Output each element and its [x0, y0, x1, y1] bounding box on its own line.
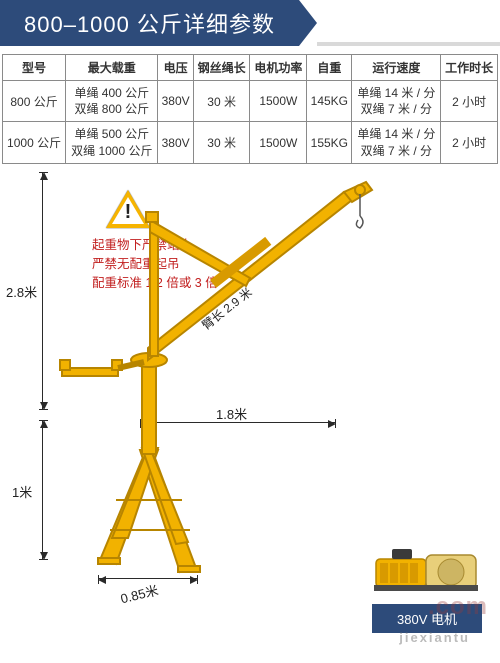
cell-worktime: 2 小时 [441, 81, 498, 122]
cell-ropelen: 30 米 [193, 81, 250, 122]
spec-table: 型号 最大载重 电压 钢丝绳长 电机功率 自重 运行速度 工作时长 800 公斤… [2, 54, 498, 164]
cell-model: 1000 公斤 [3, 122, 66, 163]
motor-icon [372, 539, 482, 595]
cell-power: 1500W [250, 81, 307, 122]
cell-model: 800 公斤 [3, 81, 66, 122]
cell-speed: 单绳 14 米 / 分双绳 7 米 / 分 [352, 81, 441, 122]
header-chevron [299, 0, 317, 46]
diagram-area: 2.8米 1米 1.8米 0.85米 臂长 2.9 米 ! 起重物下严禁站人 严… [0, 160, 500, 663]
page-title: 800–1000 公斤详细参数 [0, 0, 299, 46]
cell-voltage: 380V [158, 122, 193, 163]
col-worktime: 工作时长 [441, 55, 498, 81]
col-speed: 运行速度 [352, 55, 441, 81]
cell-worktime: 2 小时 [441, 122, 498, 163]
col-selfweight: 自重 [307, 55, 352, 81]
col-power: 电机功率 [250, 55, 307, 81]
header-rule [317, 42, 500, 46]
warning-bang-icon: ! [125, 201, 132, 224]
col-voltage: 电压 [158, 55, 193, 81]
cell-maxload: 单绳 500 公斤双绳 1000 公斤 [66, 122, 158, 163]
motor-block: 380V 电机 [372, 539, 482, 633]
cell-maxload: 单绳 400 公斤双绳 800 公斤 [66, 81, 158, 122]
motor-label: 380V 电机 [372, 604, 482, 633]
col-maxload: 最大载重 [66, 55, 158, 81]
cell-voltage: 380V [158, 81, 193, 122]
table-header-row: 型号 最大载重 电压 钢丝绳长 电机功率 自重 运行速度 工作时长 [3, 55, 498, 81]
header-bar: 800–1000 公斤详细参数 [0, 0, 500, 46]
cell-selfweight: 155KG [307, 122, 352, 163]
col-model: 型号 [3, 55, 66, 81]
cell-ropelen: 30 米 [193, 122, 250, 163]
table-row: 800 公斤 单绳 400 公斤双绳 800 公斤 380V 30 米 1500… [3, 81, 498, 122]
cell-selfweight: 145KG [307, 81, 352, 122]
table-row: 1000 公斤 单绳 500 公斤双绳 1000 公斤 380V 30 米 15… [3, 122, 498, 163]
cell-speed: 单绳 14 米 / 分双绳 7 米 / 分 [352, 122, 441, 163]
col-ropelen: 钢丝绳长 [193, 55, 250, 81]
cell-power: 1500W [250, 122, 307, 163]
